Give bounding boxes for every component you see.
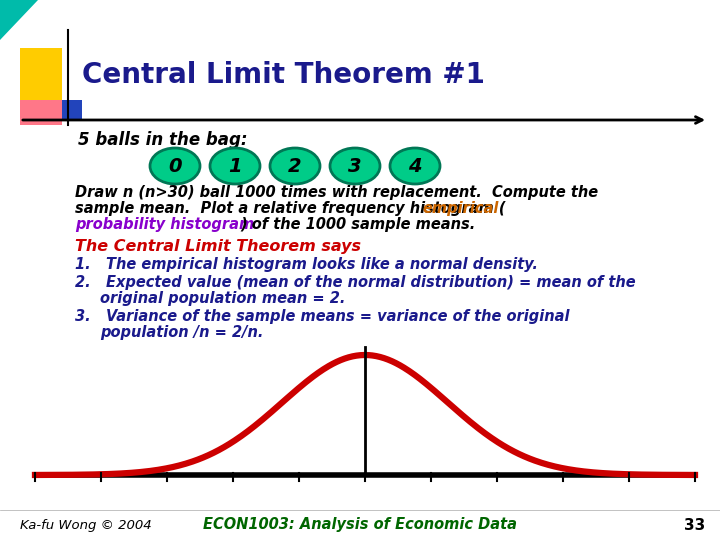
Text: 2: 2 [288,157,302,176]
Text: 1.   The empirical histogram looks like a normal density.: 1. The empirical histogram looks like a … [75,256,538,272]
Text: sample mean.  Plot a relative frequency histogram (: sample mean. Plot a relative frequency h… [75,201,505,217]
Ellipse shape [330,148,380,184]
Ellipse shape [150,148,200,184]
Text: 4: 4 [408,157,422,176]
Text: Draw n (n>30) ball 1000 times with replacement.  Compute the: Draw n (n>30) ball 1000 times with repla… [75,186,598,200]
Text: 3: 3 [348,157,362,176]
Text: 33: 33 [684,517,705,532]
Ellipse shape [210,148,260,184]
Polygon shape [62,100,82,120]
Text: ) of the 1000 sample means.: ) of the 1000 sample means. [240,218,475,233]
Text: Ka-fu Wong © 2004: Ka-fu Wong © 2004 [20,518,152,531]
Polygon shape [0,0,38,40]
Ellipse shape [390,148,440,184]
Text: Central Limit Theorem #1: Central Limit Theorem #1 [82,61,485,89]
Text: probability histogram: probability histogram [75,218,254,233]
Polygon shape [20,100,62,125]
Text: 2.   Expected value (mean of the normal distribution) = mean of the: 2. Expected value (mean of the normal di… [75,274,636,289]
Text: 5 balls in the bag:: 5 balls in the bag: [78,131,248,149]
Text: 3.   Variance of the sample means = variance of the original: 3. Variance of the sample means = varian… [75,308,570,323]
Text: ECON1003: Analysis of Economic Data: ECON1003: Analysis of Economic Data [203,517,517,532]
Text: empirical: empirical [422,201,498,217]
Text: The Central Limit Theorem says: The Central Limit Theorem says [75,239,361,253]
Ellipse shape [270,148,320,184]
Polygon shape [20,48,62,100]
Text: 0: 0 [168,157,182,176]
Text: 1: 1 [228,157,242,176]
Text: population /n = 2/n.: population /n = 2/n. [100,325,264,340]
Text: original population mean = 2.: original population mean = 2. [100,291,346,306]
